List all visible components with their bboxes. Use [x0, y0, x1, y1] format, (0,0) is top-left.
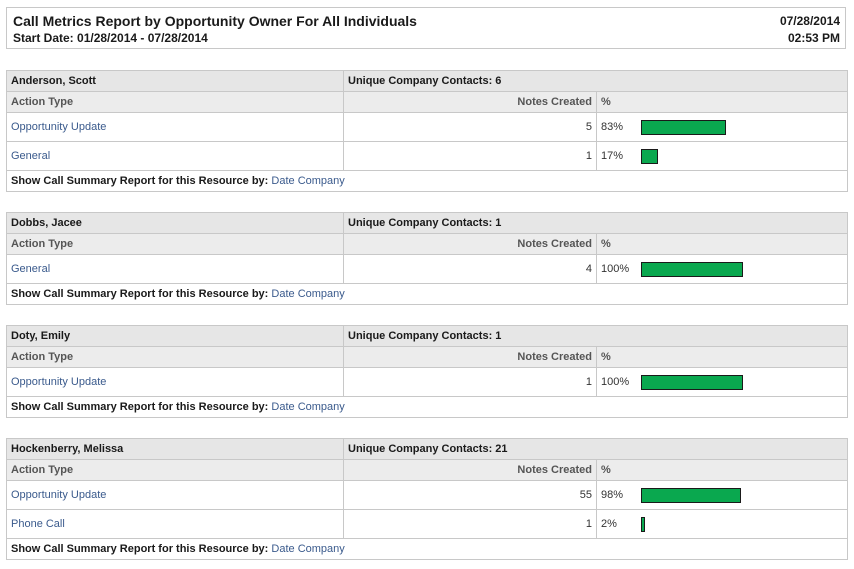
percent-cell: 98%: [596, 480, 848, 510]
notes-created-value: 5: [343, 112, 597, 142]
percent-value: 83%: [601, 121, 624, 133]
summary-footer: Show Call Summary Report for this Resour…: [6, 538, 848, 560]
unique-contacts: Unique Company Contacts: 1: [343, 212, 848, 234]
table-row: Opportunity Update 1 100%: [6, 367, 848, 397]
action-type-link[interactable]: Phone Call: [11, 518, 65, 530]
footer-label: Show Call Summary Report for this Resour…: [11, 543, 269, 555]
action-type-header: Action Type: [6, 233, 344, 255]
resource-name: Hockenberry, Melissa: [6, 438, 344, 460]
footer-label: Show Call Summary Report for this Resour…: [11, 288, 269, 300]
summary-footer-row: Show Call Summary Report for this Resour…: [6, 538, 848, 560]
summary-footer-row: Show Call Summary Report for this Resour…: [6, 396, 848, 418]
action-type-link[interactable]: Opportunity Update: [11, 489, 107, 501]
notes-created-value: 1: [343, 367, 597, 397]
resource-name-row: Hockenberry, Melissa Unique Company Cont…: [6, 438, 848, 460]
resource-table: Anderson, Scott Unique Company Contacts:…: [6, 70, 848, 192]
resource-name-row: Anderson, Scott Unique Company Contacts:…: [6, 70, 848, 92]
footer-label: Show Call Summary Report for this Resour…: [11, 401, 269, 413]
date-company-link[interactable]: Date Company: [271, 543, 345, 555]
percent-bar: [641, 261, 743, 277]
resource-name: Doty, Emily: [6, 325, 344, 347]
report-header: Call Metrics Report by Opportunity Owner…: [6, 7, 846, 49]
table-row: Opportunity Update 5 83%: [6, 112, 848, 142]
column-header-row: Action Type Notes Created %: [6, 233, 848, 255]
percent-bar: [641, 119, 726, 135]
summary-footer: Show Call Summary Report for this Resour…: [6, 283, 848, 305]
notes-created-header: Notes Created: [343, 459, 597, 481]
percent-value: 98%: [601, 489, 624, 501]
table-row: General 1 17%: [6, 141, 848, 171]
column-header-row: Action Type Notes Created %: [6, 346, 848, 368]
table-row: General 4 100%: [6, 254, 848, 284]
unique-contacts: Unique Company Contacts: 1: [343, 325, 848, 347]
column-header-row: Action Type Notes Created %: [6, 91, 848, 113]
action-type-header: Action Type: [6, 91, 344, 113]
action-type-link[interactable]: Opportunity Update: [11, 121, 107, 133]
notes-created-header: Notes Created: [343, 233, 597, 255]
action-type-header: Action Type: [6, 346, 344, 368]
resource-name-row: Doty, Emily Unique Company Contacts: 1: [6, 325, 848, 347]
percent-header: %: [596, 459, 848, 481]
summary-footer: Show Call Summary Report for this Resour…: [6, 396, 848, 418]
unique-contacts: Unique Company Contacts: 21: [343, 438, 848, 460]
percent-cell: 83%: [596, 112, 848, 142]
summary-footer-row: Show Call Summary Report for this Resour…: [6, 170, 848, 192]
percent-header: %: [596, 91, 848, 113]
percent-bar: [641, 487, 741, 503]
resource-table: Hockenberry, Melissa Unique Company Cont…: [6, 438, 848, 560]
percent-header: %: [596, 233, 848, 255]
resource-name: Anderson, Scott: [6, 70, 344, 92]
action-type-link[interactable]: General: [11, 263, 51, 275]
percent-header: %: [596, 346, 848, 368]
notes-created-header: Notes Created: [343, 346, 597, 368]
report-run-date: 07/28/2014: [779, 14, 840, 28]
percent-cell: 100%: [596, 254, 848, 284]
notes-created-header: Notes Created: [343, 91, 597, 113]
percent-value: 2%: [601, 518, 617, 530]
report-date-range: Start Date: 01/28/2014 - 07/28/2014: [13, 31, 208, 45]
resource-table: Dobbs, Jacee Unique Company Contacts: 1 …: [6, 212, 848, 305]
column-header-row: Action Type Notes Created %: [6, 459, 848, 481]
table-row: Opportunity Update 55 98%: [6, 480, 848, 510]
percent-bar: [641, 374, 743, 390]
report-run-time: 02:53 PM: [787, 31, 840, 45]
notes-created-value: 1: [343, 509, 597, 539]
percent-value: 17%: [601, 150, 624, 162]
percent-cell: 17%: [596, 141, 848, 171]
resource-table: Doty, Emily Unique Company Contacts: 1 A…: [6, 325, 848, 418]
percent-cell: 100%: [596, 367, 848, 397]
resource-name: Dobbs, Jacee: [6, 212, 344, 234]
percent-bar: [641, 516, 645, 532]
date-company-link[interactable]: Date Company: [271, 401, 345, 413]
notes-created-value: 4: [343, 254, 597, 284]
action-type-link[interactable]: General: [11, 150, 51, 162]
summary-footer: Show Call Summary Report for this Resour…: [6, 170, 848, 192]
unique-contacts: Unique Company Contacts: 6: [343, 70, 848, 92]
action-type-header: Action Type: [6, 459, 344, 481]
date-company-link[interactable]: Date Company: [271, 175, 345, 187]
footer-label: Show Call Summary Report for this Resour…: [11, 175, 269, 187]
report-title: Call Metrics Report by Opportunity Owner…: [13, 13, 417, 29]
notes-created-value: 55: [343, 480, 597, 510]
date-company-link[interactable]: Date Company: [271, 288, 345, 300]
notes-created-value: 1: [343, 141, 597, 171]
percent-value: 100%: [601, 263, 630, 275]
percent-bar: [641, 148, 658, 164]
summary-footer-row: Show Call Summary Report for this Resour…: [6, 283, 848, 305]
action-type-link[interactable]: Opportunity Update: [11, 376, 107, 388]
percent-cell: 2%: [596, 509, 848, 539]
resource-name-row: Dobbs, Jacee Unique Company Contacts: 1: [6, 212, 848, 234]
percent-value: 100%: [601, 376, 630, 388]
table-row: Phone Call 1 2%: [6, 509, 848, 539]
